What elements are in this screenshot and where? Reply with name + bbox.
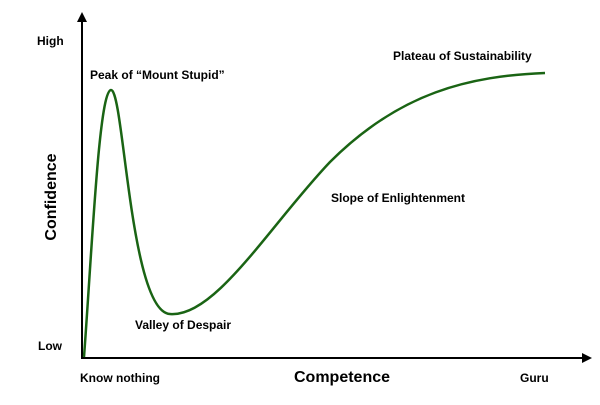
x-high-label: Guru [520, 371, 549, 385]
x-low-label: Know nothing [80, 371, 160, 385]
confidence-curve [82, 71, 546, 358]
y-axis-title: Confidence [43, 153, 60, 240]
annotation: Valley of Despair [135, 318, 231, 332]
y-low-label: Low [38, 339, 63, 353]
x-axis-title: Competence [294, 369, 390, 386]
annotation: Slope of Enlightenment [331, 191, 465, 205]
annotation: Plateau of Sustainability [393, 49, 532, 63]
annotation: Peak of “Mount Stupid” [90, 68, 225, 82]
y-high-label: High [37, 34, 64, 48]
